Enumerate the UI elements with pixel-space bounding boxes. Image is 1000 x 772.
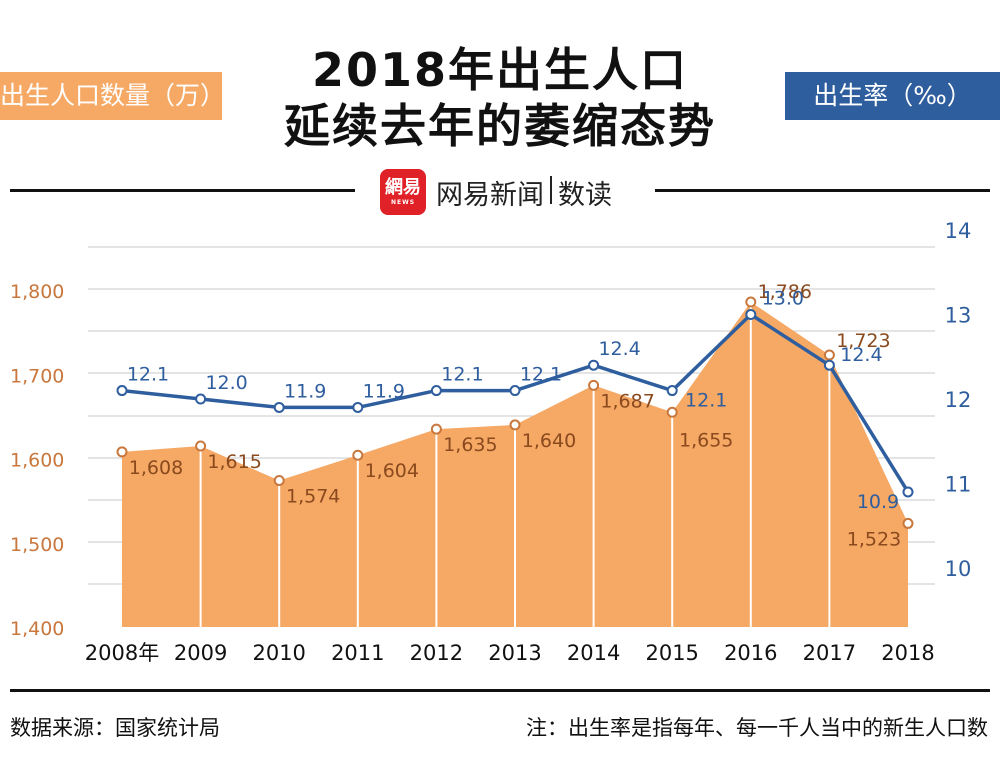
population-label: 1,635	[443, 434, 497, 456]
population-point	[902, 517, 914, 529]
x-axis-label: 2015	[645, 641, 698, 665]
population-label: 1,574	[286, 485, 340, 507]
population-label: 1,604	[365, 460, 419, 482]
rate-point	[745, 309, 757, 320]
rate-point	[195, 393, 207, 405]
rate-label: 12.4	[598, 338, 640, 360]
right-axis-tick: 14	[945, 219, 972, 243]
population-point	[745, 296, 757, 308]
header-rule-right	[655, 189, 990, 192]
population-label: 1,655	[679, 429, 733, 451]
netease-logo-icon: 網易 NEWS	[380, 169, 426, 215]
left-axis-tick: 1,600	[10, 450, 64, 472]
population-label: 1,608	[129, 457, 183, 479]
population-point	[273, 474, 285, 486]
source-note: 数据来源：国家统计局	[10, 716, 220, 740]
footer-rule	[10, 689, 990, 692]
left-axis-tag: 出生人口数量（万）	[0, 72, 225, 120]
right-axis-tick: 10	[945, 557, 972, 581]
population-point	[430, 423, 442, 435]
rate-label: 10.9	[857, 491, 899, 513]
population-label: 1,640	[522, 430, 576, 452]
right-axis-tag: 出生率（‰）	[785, 72, 1000, 120]
rate-label: 12.1	[127, 364, 169, 386]
population-point	[588, 379, 600, 391]
x-axis-label: 2018	[881, 641, 934, 665]
left-axis-tick: 1,400	[10, 618, 64, 640]
population-point	[195, 440, 207, 452]
rate-label: 12.1	[441, 364, 483, 386]
x-axis-label: 2009	[174, 641, 227, 665]
population-point	[352, 449, 364, 461]
left-axis-tick: 1,700	[10, 365, 64, 387]
population-label: 1,687	[600, 390, 654, 412]
rate-label: 12.4	[840, 344, 882, 366]
right-axis-tick: 12	[945, 388, 972, 412]
rate-label: 13.0	[762, 288, 804, 310]
rate-point	[823, 359, 835, 371]
brand: 網易 NEWS 网易新闻 数读	[380, 167, 612, 217]
x-axis-label: 2016	[724, 641, 777, 665]
population-point	[509, 419, 521, 431]
header-rule-left	[10, 189, 355, 192]
rate-point	[116, 385, 128, 397]
rate-point	[509, 385, 521, 397]
population-label: 1,786	[758, 281, 812, 303]
rate-label: 12.0	[205, 372, 247, 394]
brand-name: 网易新闻	[436, 179, 544, 211]
title-line-1: 2018年出生人口	[311, 43, 689, 97]
rate-label: 11.9	[284, 380, 326, 402]
x-axis-label: 2012	[410, 641, 463, 665]
population-label: 1,723	[836, 330, 890, 352]
left-axis-tick: 1,500	[10, 534, 64, 556]
rate-label: 11.9	[363, 380, 405, 402]
rate-point	[588, 359, 600, 371]
title-line-2: 延续去年的萎缩态势	[284, 99, 716, 153]
right-axis-tick: 11	[945, 473, 972, 497]
right-axis-tick: 13	[945, 304, 972, 328]
definition-note: 注：出生率是指每年、每一千人当中的新生人口数	[526, 716, 988, 740]
x-axis-label: 2017	[803, 641, 856, 665]
logo-sub: NEWS	[390, 198, 416, 206]
population-label: 1,615	[207, 451, 261, 473]
left-axis-tick: 1,800	[10, 281, 64, 303]
brand-section: 数读	[558, 179, 612, 211]
population-point	[666, 406, 678, 418]
brand-separator	[550, 175, 552, 204]
x-axis-label: 2011	[331, 641, 384, 665]
rate-point	[666, 385, 678, 397]
rate-point	[273, 401, 285, 413]
population-label: 1,523	[847, 528, 901, 550]
population-point	[823, 349, 835, 361]
x-axis-label: 2010	[252, 641, 305, 665]
population-point	[116, 446, 128, 458]
x-axis-label: 2008年	[85, 641, 159, 665]
x-axis-label: 2013	[488, 641, 541, 665]
rate-point	[430, 385, 442, 397]
logo-text: 網易	[385, 176, 421, 198]
rate-label: 12.1	[520, 364, 562, 386]
x-axis-label: 2014	[567, 641, 620, 665]
rate-label: 12.1	[685, 390, 727, 412]
rate-point	[352, 401, 364, 413]
rate-point	[902, 486, 914, 498]
